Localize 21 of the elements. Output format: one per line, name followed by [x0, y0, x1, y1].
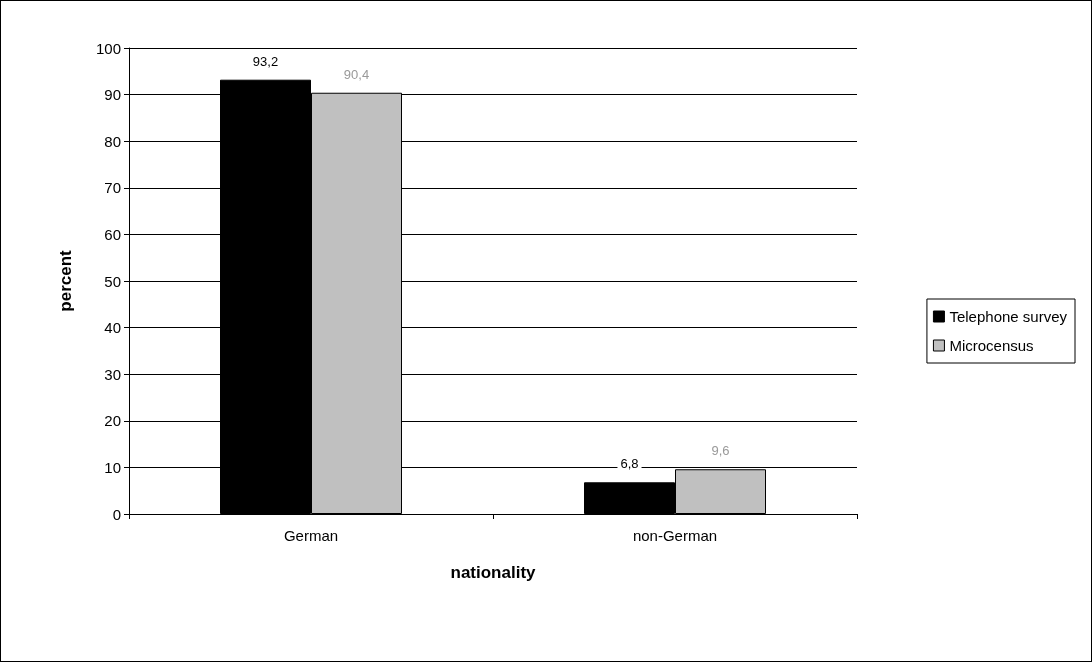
y-tick-label: 20 — [104, 412, 121, 430]
y-tick-label: 10 — [104, 458, 121, 476]
y-tick-label: 60 — [104, 225, 121, 243]
y-tick-label: 40 — [104, 319, 121, 337]
data-label: 90,4 — [343, 66, 370, 82]
y-axis-title: percent — [56, 249, 75, 312]
data-label: 93,2 — [252, 53, 279, 69]
x-axis-title: nationality — [450, 563, 537, 582]
x-tick-label: German — [283, 527, 339, 544]
y-tick-label: 70 — [104, 179, 121, 197]
data-label: 6,8 — [620, 456, 639, 472]
y-tick-label: 50 — [104, 272, 121, 290]
legend-label: Telephone survey — [949, 308, 1068, 325]
y-tick-label: 0 — [112, 505, 121, 523]
x-tick-label: non-German — [632, 527, 718, 544]
data-label: 9,6 — [711, 443, 730, 459]
legend-label: Microcensus — [949, 337, 1034, 354]
y-tick-label: 30 — [104, 365, 121, 383]
y-tick-label: 90 — [104, 86, 121, 104]
y-tick-label: 100 — [95, 39, 121, 57]
y-tick-label: 80 — [104, 132, 121, 150]
